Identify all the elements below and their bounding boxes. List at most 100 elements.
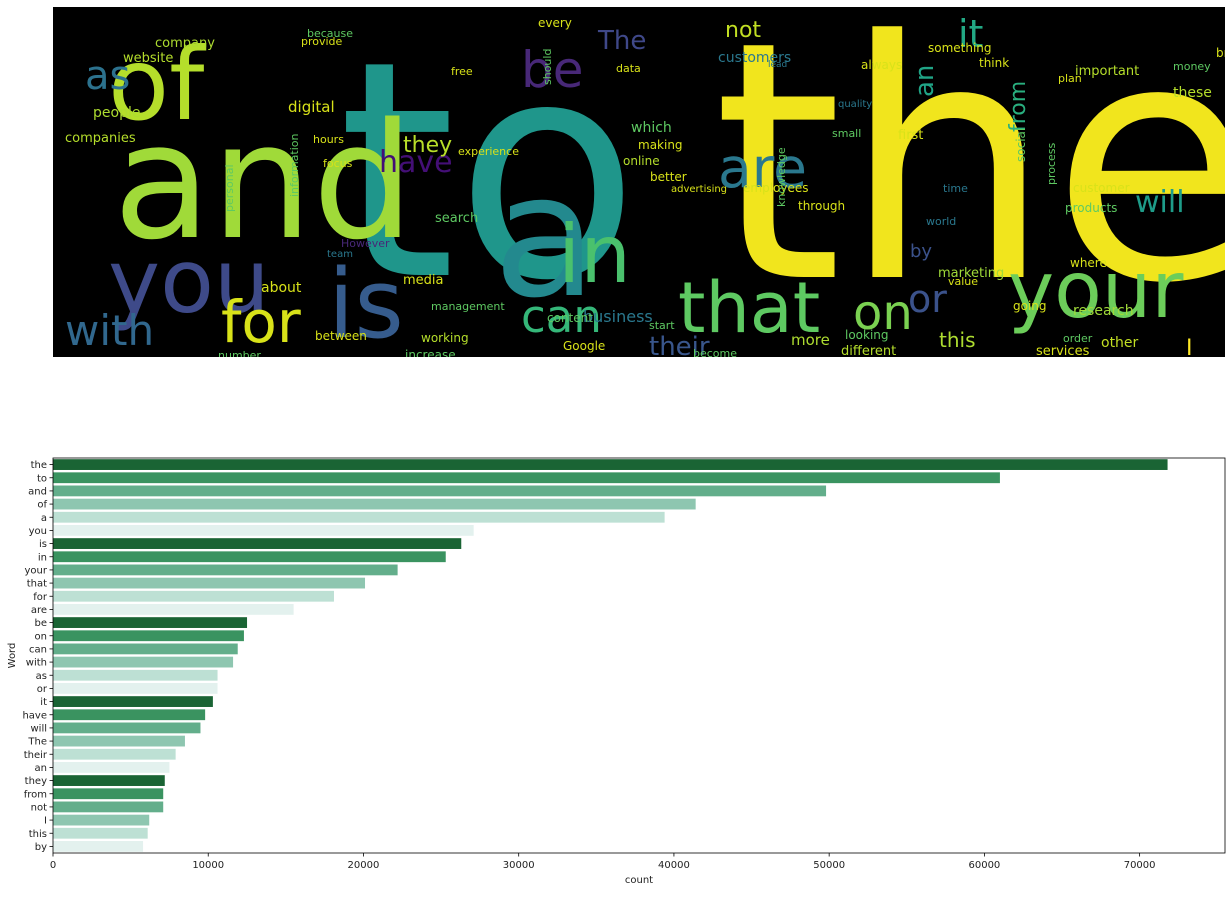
bar-is-6 xyxy=(53,538,462,549)
y-tick-label-i-27: I xyxy=(44,816,47,827)
x-tick-label-50000: 50000 xyxy=(813,860,845,871)
bar-will-20 xyxy=(53,722,201,734)
word-cloud-word-marketing: marketing xyxy=(938,266,1004,281)
word-cloud-word-looking: looking xyxy=(845,328,889,342)
bar-from-25 xyxy=(53,788,164,800)
word-cloud-word-plan: plan xyxy=(1058,72,1082,85)
word-cloud-word-think: think xyxy=(979,56,1009,70)
word-cloud-word-services: services xyxy=(1036,344,1090,357)
word-cloud-word-website: website xyxy=(123,51,173,66)
word-cloud-word-research: research xyxy=(1073,303,1134,319)
y-tick-label-with-15: with xyxy=(26,658,47,669)
bar-the-0 xyxy=(53,459,1168,470)
word-cloud-word-with: with xyxy=(65,306,154,355)
word-cloud-word-employees: employees xyxy=(743,181,808,195)
bar-they-24 xyxy=(53,775,165,786)
y-tick-label-have-19: have xyxy=(22,710,47,721)
y-tick-label-this-28: this xyxy=(29,829,47,840)
word-cloud-word-increase: increase xyxy=(405,348,456,357)
word-cloud-word-online: online xyxy=(623,154,660,168)
word-cloud-word-by: by xyxy=(910,241,932,262)
word-cloud-word-value: value xyxy=(948,275,978,288)
bar-it-18 xyxy=(53,696,213,707)
word-cloud-word-something: something xyxy=(928,41,992,55)
word-cloud-word-personal: personal xyxy=(223,164,236,212)
y-tick-label-as-16: as xyxy=(36,671,47,682)
word-cloud-word-knowledge: knowledge xyxy=(775,147,788,207)
word-cloud-word-more: more xyxy=(791,331,830,349)
word-cloud-word-are: are xyxy=(718,136,807,200)
word-cloud-word-should: should xyxy=(541,49,554,85)
y-tick-label-they-24: they xyxy=(25,776,47,787)
word-cloud-word-important: important xyxy=(1075,64,1139,79)
word-cloud-word-search: search xyxy=(435,211,478,226)
word-cloud-word-be: be xyxy=(521,41,584,99)
word-cloud-word-people: people xyxy=(93,105,140,121)
word-cloud-word-small: small xyxy=(832,127,861,140)
word-cloud-word-quality: quality xyxy=(838,99,872,110)
word-cloud-word-media: media xyxy=(403,273,444,288)
word-cloud-word-team: team xyxy=(327,249,353,260)
word-cloud-word-other: other xyxy=(1101,335,1139,351)
bar-not-26 xyxy=(53,801,164,813)
word-cloud-word-every: every xyxy=(538,16,572,30)
word-cloud-word-brand: brand xyxy=(1216,46,1225,60)
bar-or-17 xyxy=(53,683,218,694)
bar-are-11 xyxy=(53,604,294,615)
y-tick-label-for-10: for xyxy=(33,592,48,603)
word-cloud-word-your: your xyxy=(1008,246,1184,336)
bar-their-22 xyxy=(53,748,176,760)
word-cloud-word-they: they xyxy=(403,133,452,158)
word-cloud-word-data: data xyxy=(616,62,641,75)
y-tick-label-is-6: is xyxy=(39,539,47,550)
word-cloud-word-going: going xyxy=(1013,299,1047,313)
word-cloud-word-order: order xyxy=(1063,332,1093,345)
word-cloud-word-management: management xyxy=(431,300,505,313)
word-cloud-word-company: company xyxy=(155,36,215,51)
x-tick-label-0: 0 xyxy=(50,860,56,871)
bar-this-28 xyxy=(53,827,148,839)
word-cloud-word-can: can xyxy=(521,290,602,343)
word-cloud-word-world: world xyxy=(926,215,956,228)
y-tick-label-on-13: on xyxy=(35,631,47,642)
word-cloud-word-to: to xyxy=(338,7,639,346)
bar-with-15 xyxy=(53,656,234,668)
word-cloud-word-products: products xyxy=(1065,201,1117,215)
y-tick-label-the-21: The xyxy=(27,737,47,748)
word-cloud-word-process: process xyxy=(1045,142,1058,185)
word-cloud-word-different: different xyxy=(841,344,896,357)
y-tick-label-to-1: to xyxy=(37,473,47,484)
bar-in-7 xyxy=(53,551,446,563)
word-cloud-word-of: of xyxy=(108,26,207,143)
y-tick-label-from-25: from xyxy=(24,789,47,800)
word-cloud-word-working: working xyxy=(421,331,469,345)
word-cloud-word-information: information xyxy=(288,133,301,197)
word-cloud-word-that: that xyxy=(678,267,820,349)
word-cloud-word-it: it xyxy=(958,12,983,56)
word-cloud-word-will: will xyxy=(1135,185,1185,220)
word-cloud-word-their: their xyxy=(649,332,710,357)
y-tick-label-are-11: are xyxy=(31,605,47,616)
bar-have-19 xyxy=(53,709,206,721)
bar-a-4 xyxy=(53,511,665,523)
word-cloud-word-companies: companies xyxy=(65,131,136,146)
bar-that-9 xyxy=(53,577,366,589)
word-cloud-word-time: time xyxy=(943,182,968,195)
x-tick-label-70000: 70000 xyxy=(1124,860,1156,871)
bar-on-13 xyxy=(53,630,244,642)
y-axis-title: Word xyxy=(7,643,18,669)
word-cloud-word-provide: provide xyxy=(301,35,343,48)
bar-for-10 xyxy=(53,590,334,602)
x-tick-label-30000: 30000 xyxy=(503,860,535,871)
y-tick-label-and-2: and xyxy=(28,486,47,497)
word-cloud-word-better: better xyxy=(650,170,687,184)
x-tick-label-20000: 20000 xyxy=(348,860,380,871)
y-tick-label-their-22: their xyxy=(24,750,48,761)
word-cloud-word-or: or xyxy=(908,277,947,321)
word-cloud-word-you: you xyxy=(108,230,270,333)
bar-chart-svg: the to and of a you is in your that for are be on can w… xyxy=(7,457,1226,886)
bar-be-12 xyxy=(53,617,248,628)
word-cloud-word-an: an xyxy=(910,65,940,97)
bar-to-1 xyxy=(53,472,1000,484)
word-cloud-word-because: because xyxy=(307,27,353,40)
